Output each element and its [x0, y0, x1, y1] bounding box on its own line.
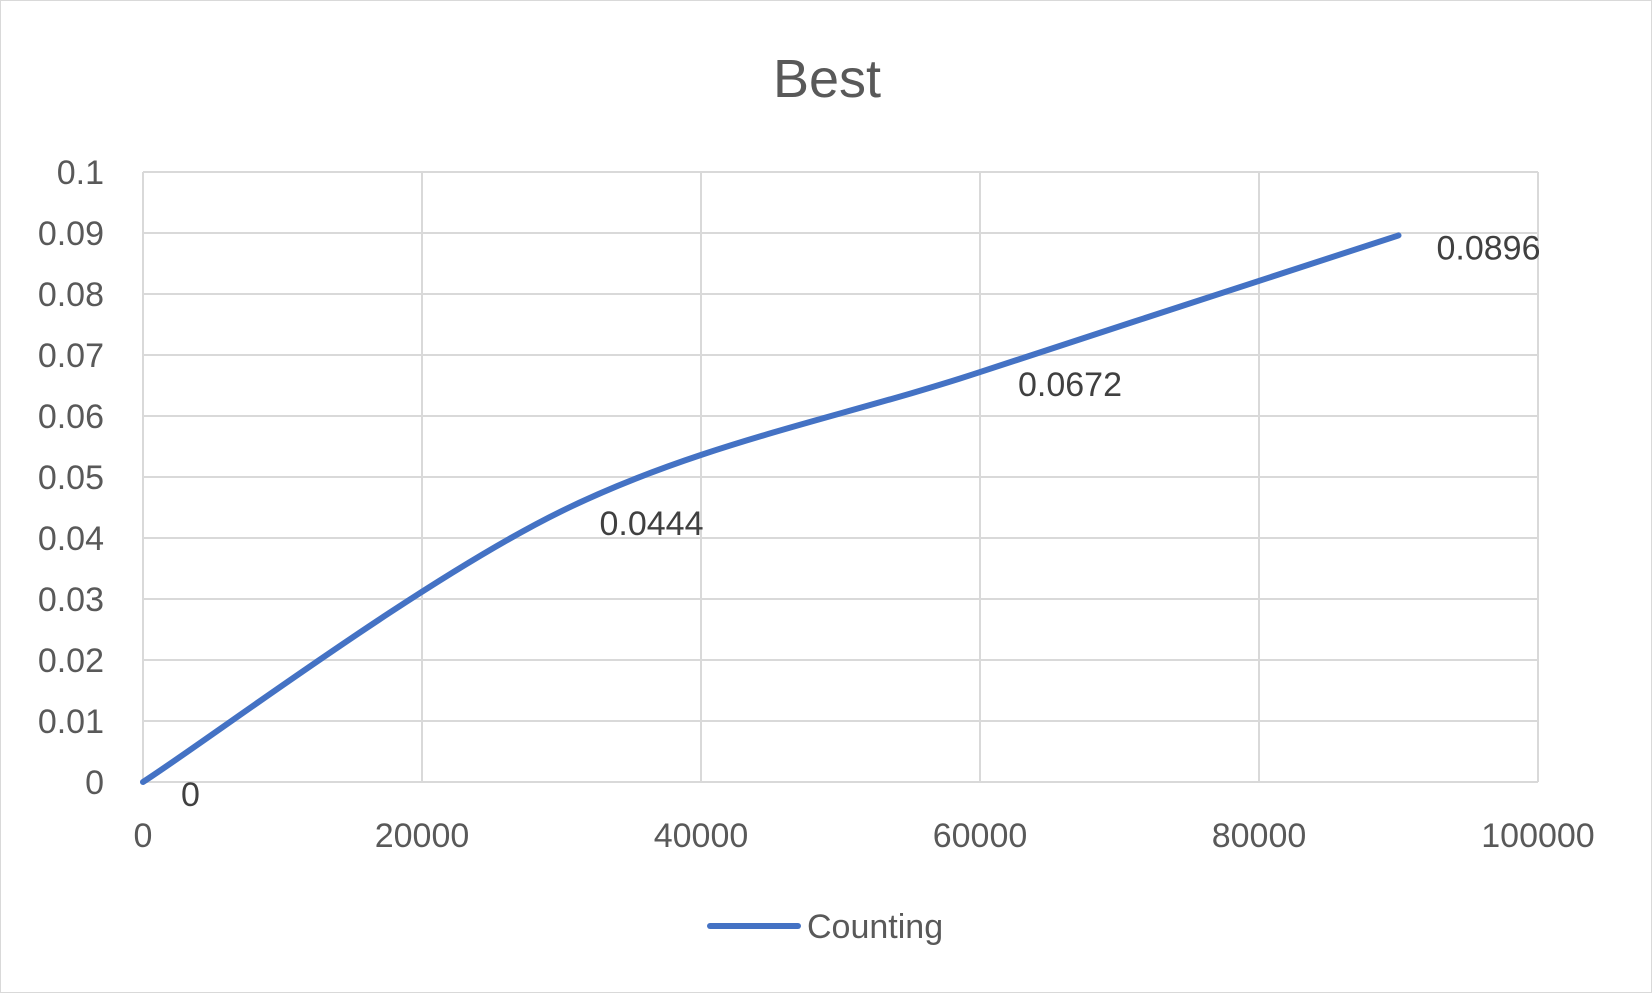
gridlines — [142, 171, 1539, 783]
legend[interactable]: Counting — [707, 908, 943, 946]
y-tick-label: 0.01 — [38, 703, 104, 741]
chart-title: Best — [773, 49, 881, 109]
y-tick-label: 0.08 — [38, 276, 104, 314]
y-tick-label: 0.02 — [38, 642, 104, 680]
y-tick-label: 0 — [85, 764, 104, 802]
y-tick-label: 0.06 — [38, 398, 104, 436]
series-layer — [140, 232, 1402, 785]
data-label: 0.0444 — [600, 505, 704, 543]
data-label: 0 — [181, 776, 200, 814]
y-axis-tick-labels: 0 0.01 0.02 0.03 0.04 0.05 0.06 0.07 0.08 0.09 0.1 — [38, 154, 104, 802]
x-tick-label: 60000 — [933, 817, 1028, 855]
y-tick-label: 0.1 — [57, 154, 104, 192]
data-label: 0.0896 — [1437, 229, 1541, 267]
data-label: 0.0672 — [1018, 366, 1122, 404]
y-tick-label: 0.05 — [38, 459, 104, 497]
y-tick-label: 0.03 — [38, 581, 104, 619]
x-tick-label: 100000 — [1481, 817, 1594, 855]
x-tick-label: 80000 — [1212, 817, 1307, 855]
y-tick-label: 0.04 — [38, 520, 104, 558]
x-tick-label: 40000 — [654, 817, 749, 855]
x-tick-label: 0 — [134, 817, 153, 855]
legend-label: Counting — [807, 908, 943, 946]
series-line[interactable] — [140, 232, 1402, 785]
y-tick-label: 0.09 — [38, 215, 104, 253]
data-labels: 0 0.0444 0.0672 0.0896 — [181, 229, 1541, 814]
x-tick-label: 20000 — [375, 817, 470, 855]
y-tick-label: 0.07 — [38, 337, 104, 375]
x-axis-tick-labels: 0 20000 40000 60000 80000 100000 — [134, 817, 1595, 855]
